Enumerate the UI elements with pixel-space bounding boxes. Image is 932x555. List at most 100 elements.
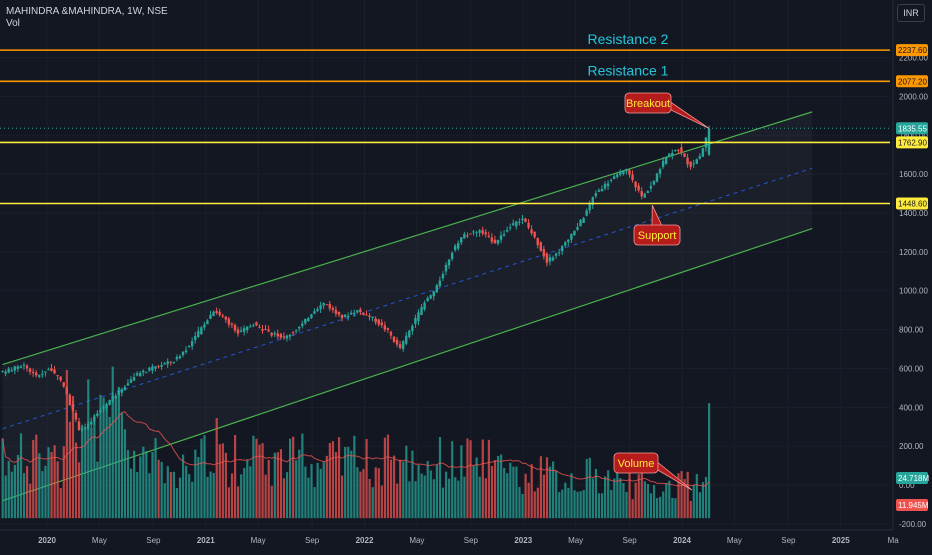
level-price-tag-text: 2077.20: [898, 77, 927, 86]
volume-bar: [282, 478, 286, 519]
candle-body: [178, 356, 182, 359]
channel-upper-line: [2, 111, 813, 366]
volume-bar: [380, 485, 383, 519]
currency-button[interactable]: INR: [897, 4, 925, 22]
volume-bar: [472, 465, 475, 519]
breakout-callout-text: Breakout: [626, 98, 670, 110]
candle-body: [319, 305, 322, 310]
channel-fill: [2, 111, 813, 501]
candle-body: [108, 400, 111, 405]
volume-bar: [542, 474, 546, 519]
volume-bar: [463, 476, 466, 519]
volume-bar: [50, 452, 53, 519]
candle-body: [365, 314, 368, 316]
volume-bar: [487, 439, 490, 519]
candle-body: [509, 227, 512, 229]
candle-body: [609, 179, 613, 181]
candle-body: [331, 307, 335, 310]
volume-bar: [16, 455, 20, 519]
volume-bar: [117, 386, 120, 519]
volume-bar: [71, 395, 75, 519]
last-price-tag-bg: [896, 122, 928, 135]
candle-body: [157, 366, 160, 368]
y-tick-label: 0.00: [899, 481, 915, 490]
candle-body: [16, 366, 20, 369]
volume-bar: [570, 473, 573, 519]
chart-legend: MAHINDRA &MAHINDRA, 1W, NSE Vol: [6, 6, 168, 30]
volume-bar: [536, 487, 539, 519]
candle-body: [539, 242, 542, 251]
volume-bar: [224, 452, 227, 519]
candle-body: [38, 375, 41, 377]
volume-bar: [392, 455, 396, 519]
candle-body: [148, 367, 151, 371]
volume-bar: [298, 449, 301, 519]
candle-body: [356, 310, 359, 313]
volume-bar: [613, 478, 616, 519]
volume-bar: [698, 492, 702, 519]
volume-bar: [509, 462, 512, 519]
candle-body: [423, 302, 426, 310]
volume-bar: [215, 417, 218, 519]
candle-body: [643, 193, 646, 198]
volume-bar: [341, 475, 344, 519]
candle-body: [362, 312, 365, 316]
volume-bar: [270, 485, 273, 519]
volume-bar: [634, 482, 637, 519]
candle-body: [463, 234, 466, 239]
candle-body: [548, 257, 552, 262]
volume-bar: [99, 394, 102, 519]
volume-bar: [512, 466, 515, 519]
volume-bar: [420, 473, 423, 519]
support-callout-box: [633, 224, 681, 246]
volume-bar: [408, 481, 411, 519]
volume-bar: [417, 465, 420, 519]
volume-bar: [356, 467, 359, 519]
volume-bar: [7, 460, 10, 519]
candle-body: [13, 366, 16, 371]
candle-body: [499, 235, 503, 240]
candle-body: [487, 235, 490, 237]
volume-bar: [643, 481, 646, 519]
candle-body: [129, 379, 133, 383]
volume-bar: [203, 435, 206, 519]
x-tick-label: Sep: [622, 536, 637, 545]
volume-bar: [142, 446, 145, 519]
candle-body: [502, 234, 506, 236]
candle-body: [524, 218, 527, 222]
volume-bar: [108, 416, 111, 519]
candle-body: [142, 370, 145, 373]
x-tick-label: Sep: [146, 536, 161, 545]
volume-bar: [273, 452, 276, 519]
volume-bar: [289, 438, 292, 519]
volume-bar: [68, 421, 72, 519]
volume-bar: [151, 451, 154, 519]
volume-bar: [26, 466, 29, 519]
candle-body: [328, 303, 331, 309]
candle-body: [616, 174, 619, 177]
candle-body: [145, 372, 148, 374]
candle-body: [707, 128, 711, 155]
volume-bar: [38, 453, 41, 519]
volume-bar: [90, 427, 93, 519]
volume-bar: [255, 438, 258, 519]
candle-body: [515, 221, 518, 227]
candle-body: [96, 413, 99, 416]
candle-body: [453, 245, 457, 250]
channel-median-line: [2, 167, 813, 430]
candle-body: [77, 421, 81, 431]
volume-bar: [148, 473, 151, 519]
candle-body: [56, 375, 59, 377]
volume-bar: [521, 493, 524, 519]
candle-body: [353, 312, 356, 315]
volume-bar: [87, 379, 90, 519]
volume-bar: [172, 471, 176, 519]
candle-body: [316, 309, 319, 311]
candle-body: [557, 252, 561, 254]
candle-body: [175, 356, 179, 360]
volume-bar: [402, 461, 405, 519]
volume-bar: [457, 480, 460, 519]
volume-bar: [506, 473, 509, 519]
